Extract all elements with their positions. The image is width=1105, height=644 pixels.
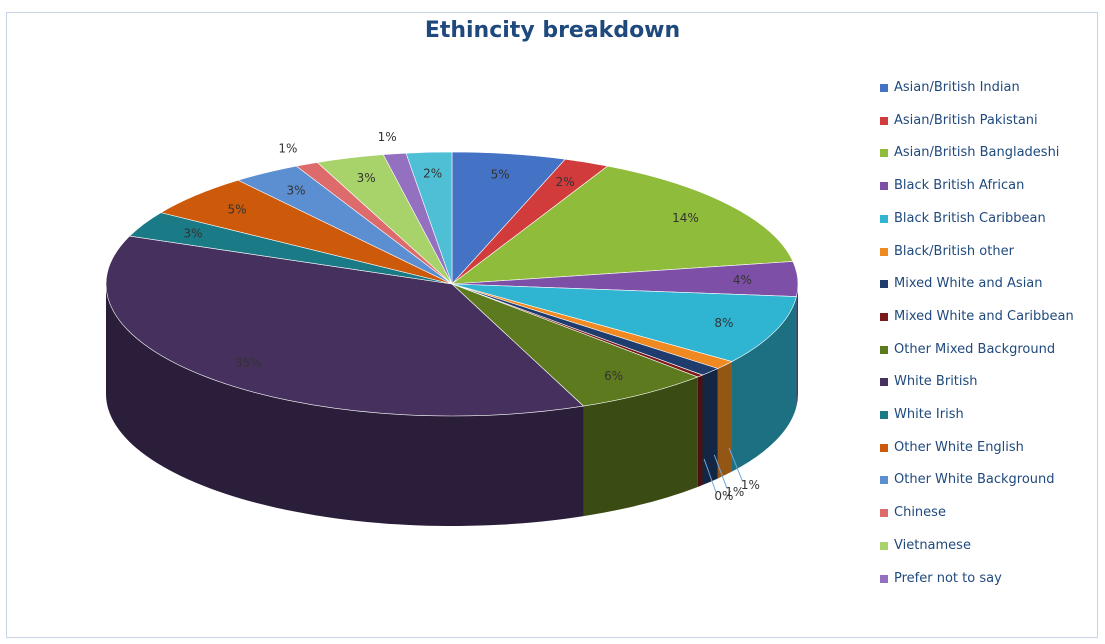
legend-item: Prefer not to say [880, 571, 1095, 601]
data-label-4: 8% [714, 316, 733, 330]
legend-label: Vietnamese [894, 538, 1094, 553]
legend-label: Other White English [894, 440, 1094, 455]
data-label-2: 14% [672, 211, 699, 225]
legend-item: Black British Caribbean [880, 211, 1095, 241]
data-label-13: 1% [278, 142, 297, 156]
slice-side-3 [796, 284, 798, 407]
legend-label: Asian/British Bangladeshi [894, 145, 1094, 160]
data-label-16: 2% [423, 166, 442, 180]
legend-item: Asian/British Pakistani [880, 113, 1095, 143]
data-label-1: 2% [556, 175, 575, 189]
legend-item: Asian/British Bangladeshi [880, 145, 1095, 175]
data-label-10: 3% [184, 227, 203, 241]
legend-item: Other White Background [880, 472, 1095, 502]
legend-label: Black British Caribbean [894, 211, 1094, 226]
data-label-11: 5% [227, 202, 246, 216]
legend-item: Black/British other [880, 244, 1095, 274]
legend-swatch [880, 542, 888, 550]
data-label-8: 6% [604, 369, 623, 383]
legend-label: White British [894, 374, 1094, 389]
legend-item: Other White English [880, 440, 1095, 470]
legend-swatch [880, 84, 888, 92]
legend-item: Black British African [880, 178, 1095, 208]
legend-swatch [880, 411, 888, 419]
data-label-15: 1% [378, 130, 397, 144]
legend-label: Prefer not to say [894, 571, 1094, 586]
legend-item: Mixed White and Asian [880, 276, 1095, 306]
legend-item: Chinese [880, 505, 1095, 535]
legend-label: Black British African [894, 178, 1094, 193]
slice-side-5 [718, 362, 732, 479]
legend-label: Other Mixed Background [894, 342, 1094, 357]
slice-side-7 [698, 375, 703, 487]
legend-swatch [880, 575, 888, 583]
legend-swatch [880, 149, 888, 157]
data-label-0: 5% [491, 168, 510, 182]
data-label-3: 4% [733, 273, 752, 287]
data-label-7: 0% [714, 489, 733, 503]
legend-label: Chinese [894, 505, 1094, 520]
legend-item: Other Mixed Background [880, 342, 1095, 372]
legend-label: Mixed White and Asian [894, 276, 1094, 291]
slice-side-6 [702, 368, 717, 485]
data-label-12: 3% [287, 183, 306, 197]
data-label-14: 3% [357, 171, 376, 185]
legend-swatch [880, 280, 888, 288]
legend-swatch [880, 117, 888, 125]
legend-item: Vietnamese [880, 538, 1095, 568]
legend-item: Mixed White and Caribbean [880, 309, 1095, 339]
legend-swatch [880, 509, 888, 517]
legend-label: Asian/British Indian [894, 80, 1094, 95]
legend-label: Black/British other [894, 244, 1094, 259]
legend-swatch [880, 346, 888, 354]
legend-swatch [880, 378, 888, 386]
legend-swatch [880, 215, 888, 223]
legend-swatch [880, 182, 888, 190]
legend-label: White Irish [894, 407, 1094, 422]
legend-swatch [880, 313, 888, 321]
legend-swatch [880, 248, 888, 256]
legend-item: White Irish [880, 407, 1095, 437]
legend-swatch [880, 444, 888, 452]
legend-label: Mixed White and Caribbean [894, 309, 1094, 324]
legend-label: Asian/British Pakistani [894, 113, 1094, 128]
data-label-9: 35% [235, 356, 262, 370]
legend-swatch [880, 476, 888, 484]
legend-item: White British [880, 374, 1095, 404]
legend-item: Asian/British Indian [880, 80, 1095, 110]
legend-label: Other White Background [894, 472, 1094, 487]
